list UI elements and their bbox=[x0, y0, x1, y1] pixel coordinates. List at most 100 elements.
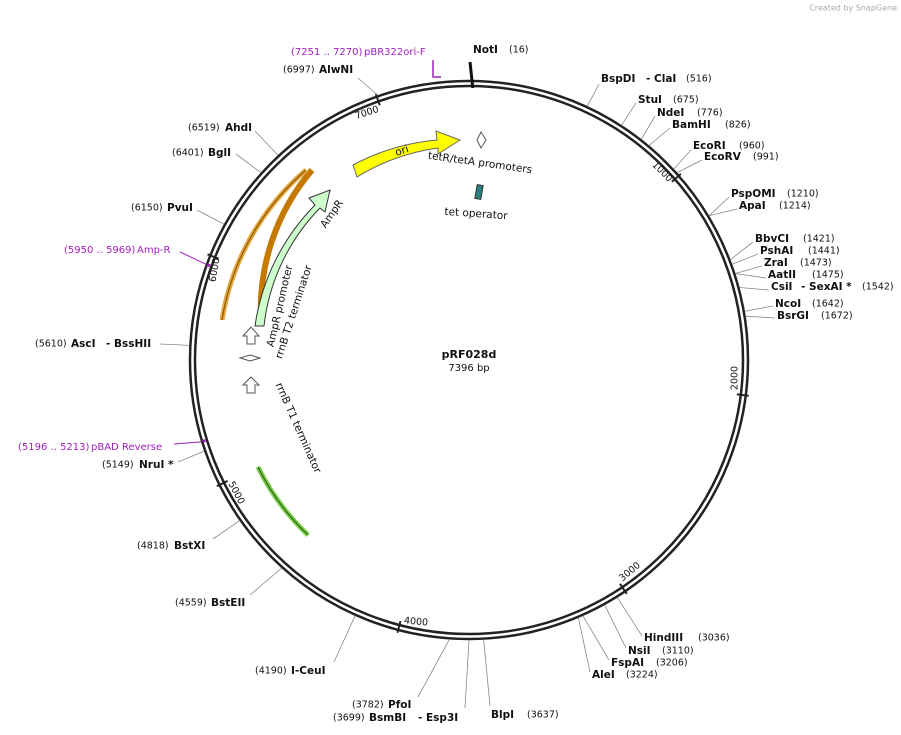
site-position: (6150) bbox=[131, 203, 163, 214]
site-position: (1421) bbox=[803, 234, 835, 245]
ruler-label: 4000 bbox=[403, 615, 428, 628]
site-position: (3782) bbox=[352, 700, 384, 711]
site-name: - ClaI bbox=[646, 73, 676, 85]
site-position: (826) bbox=[725, 120, 751, 131]
site-leader bbox=[739, 287, 770, 291]
promoter-shape bbox=[241, 326, 261, 345]
site-position: (3637) bbox=[527, 710, 559, 721]
ruler-label: 2000 bbox=[730, 366, 741, 390]
site-name: AatII bbox=[768, 269, 796, 281]
site-leader bbox=[235, 153, 262, 173]
site-name: PshAI bbox=[760, 245, 793, 257]
inner-ring bbox=[193, 84, 745, 636]
ruler-tick bbox=[216, 480, 229, 488]
site-leader bbox=[648, 127, 671, 146]
feature-label: tetR/tetA promoters bbox=[427, 150, 533, 176]
ruler-tick bbox=[671, 173, 682, 183]
site-name: BbvCI bbox=[755, 233, 789, 245]
site-name: BsmBI bbox=[369, 712, 406, 724]
site-leader bbox=[604, 604, 627, 649]
ruler-label: 1000 bbox=[650, 160, 675, 185]
primer-mark bbox=[202, 439, 206, 443]
site-position: (6997) bbox=[283, 65, 315, 76]
site-leader bbox=[159, 343, 190, 346]
terminator-shape bbox=[241, 376, 261, 394]
site-leader bbox=[483, 639, 491, 707]
site-name: FspAI bbox=[611, 657, 644, 669]
site-position: (1672) bbox=[821, 311, 853, 322]
ruler-tick bbox=[374, 93, 381, 106]
site-name: PspOMI bbox=[731, 188, 776, 200]
site-name: ZraI bbox=[764, 257, 788, 269]
site-name: EcoRI bbox=[693, 140, 726, 152]
site-position: (4818) bbox=[137, 541, 169, 552]
site-leader bbox=[254, 130, 279, 156]
site-leader bbox=[708, 208, 738, 217]
ruler-label: 7000 bbox=[354, 104, 380, 122]
site-position: (3036) bbox=[698, 633, 730, 644]
site-name: AleI bbox=[592, 669, 615, 681]
feature-label: tet operator bbox=[444, 206, 509, 222]
ruler-tick bbox=[396, 620, 402, 634]
site-leader bbox=[641, 115, 656, 140]
site-leader bbox=[735, 273, 767, 279]
site-name: - SexAI * bbox=[801, 281, 852, 293]
site-position: (3206) bbox=[656, 658, 688, 669]
green-feature-core bbox=[257, 466, 309, 536]
site-position: (1542) bbox=[862, 282, 894, 293]
site-name: CsiI bbox=[771, 281, 792, 293]
plasmid-name: pRF028d bbox=[442, 348, 497, 361]
site-leader bbox=[735, 265, 763, 274]
site-name: NruI * bbox=[139, 459, 174, 471]
site-leader bbox=[177, 450, 205, 463]
site-position: (776) bbox=[697, 108, 723, 119]
site-position: (5610) bbox=[35, 339, 67, 350]
site-leader bbox=[464, 639, 470, 709]
site-position: (6401) bbox=[172, 148, 204, 159]
site-name: EcoRV bbox=[704, 151, 742, 163]
site-name: AlwNI bbox=[319, 64, 353, 76]
primer-name: Amp-R bbox=[137, 245, 171, 256]
site-name: BstXI bbox=[174, 540, 205, 552]
site-name: BlpI bbox=[491, 709, 514, 721]
site-name: NsiI bbox=[628, 645, 651, 657]
site-position: (960) bbox=[739, 141, 765, 152]
site-position: (1473) bbox=[800, 258, 832, 269]
primer-position: (5196 .. 5213) bbox=[18, 442, 90, 453]
site-name: ApaI bbox=[739, 200, 766, 212]
primer-leader bbox=[179, 251, 207, 265]
primer-mark bbox=[432, 60, 441, 78]
ampr-arrow bbox=[254, 189, 331, 327]
site-position: (4190) bbox=[255, 666, 287, 677]
site-leader bbox=[708, 196, 730, 217]
site-leader bbox=[468, 61, 475, 89]
site-name: PfoI bbox=[388, 699, 411, 711]
site-leader bbox=[730, 241, 754, 260]
site-name: - Esp3I bbox=[418, 712, 458, 724]
primer-name: pBAD Reverse bbox=[91, 442, 162, 453]
primer-name: pBR322ori-F bbox=[364, 47, 426, 58]
site-name: NcoI bbox=[775, 298, 801, 310]
site-leader bbox=[333, 615, 356, 663]
operator-shape bbox=[474, 184, 484, 200]
ruler-tick bbox=[736, 393, 749, 397]
feature-label: ori bbox=[394, 143, 411, 159]
site-position: (675) bbox=[673, 95, 699, 106]
site-name: NotI bbox=[473, 44, 498, 56]
site-position: (1642) bbox=[812, 299, 844, 310]
site-position: (6519) bbox=[188, 123, 220, 134]
site-position: (1214) bbox=[779, 201, 811, 212]
site-leader bbox=[212, 520, 240, 540]
promoter-shape bbox=[476, 130, 487, 150]
outer-ring bbox=[188, 79, 750, 641]
site-position: (991) bbox=[753, 152, 779, 163]
site-name: - BssHII bbox=[106, 338, 151, 350]
site-leader bbox=[676, 159, 703, 174]
site-leader bbox=[249, 567, 282, 596]
site-position: (4559) bbox=[175, 598, 207, 609]
site-leader bbox=[196, 209, 225, 225]
plasmid-length: 7396 bp bbox=[448, 363, 489, 374]
site-position: (3110) bbox=[662, 646, 694, 657]
ori-arrow bbox=[352, 130, 462, 178]
